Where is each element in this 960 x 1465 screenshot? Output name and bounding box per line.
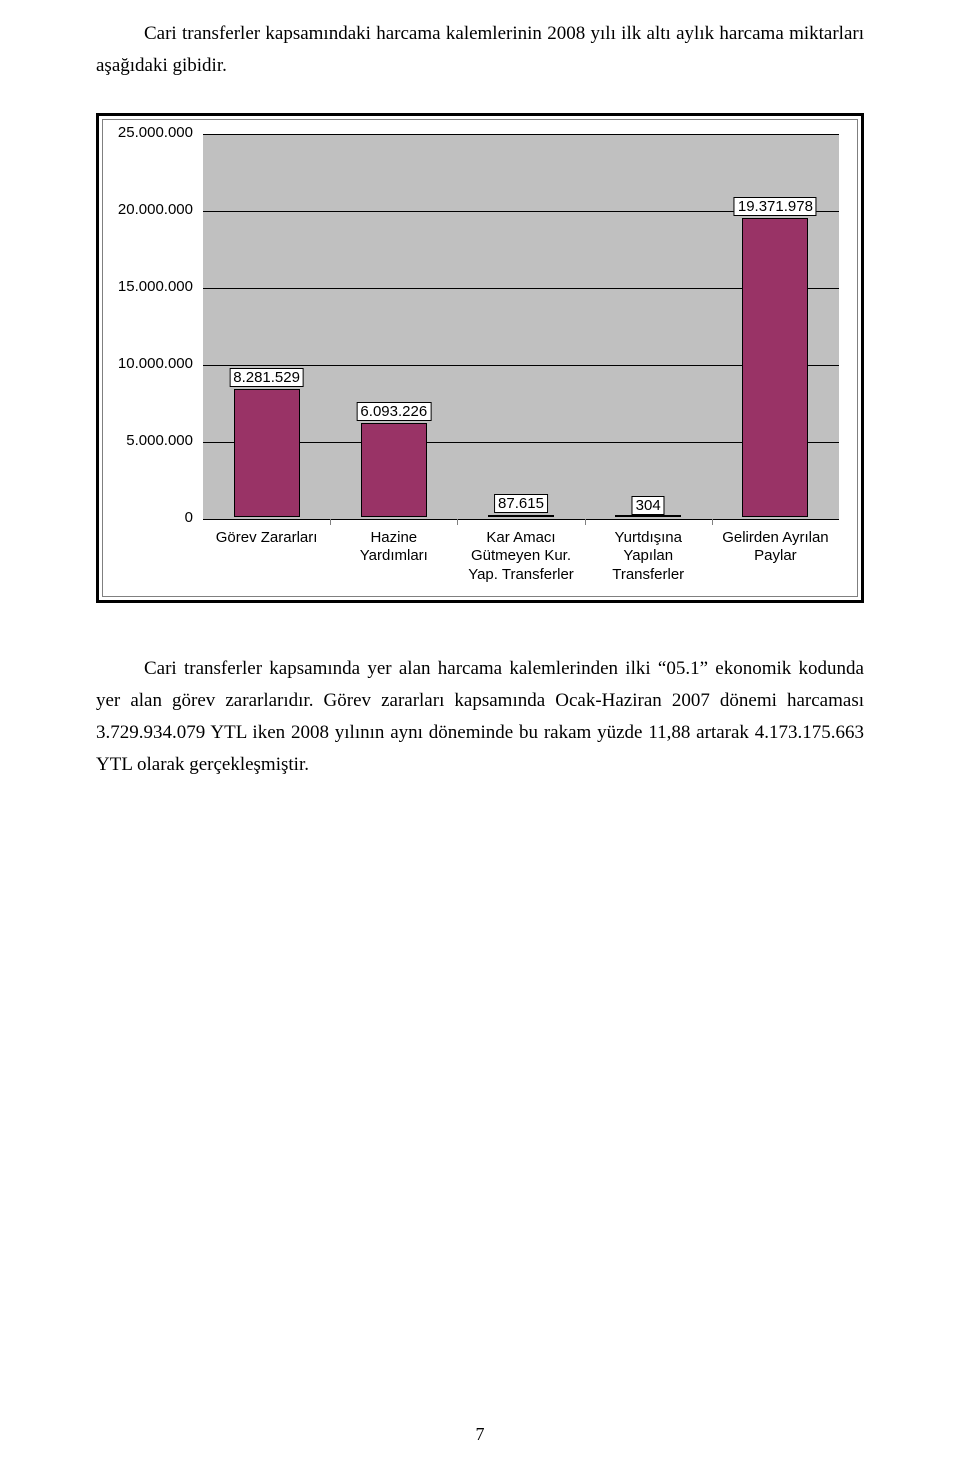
- bar-value-label: 8.281.529: [229, 368, 304, 387]
- y-axis-label: 10.000.000: [103, 355, 193, 372]
- y-axis-label: 15.000.000: [103, 278, 193, 295]
- tick-separator: [585, 519, 586, 525]
- chart-container: Cari Transferler ( Bin YTL)05.000.00010.…: [96, 113, 864, 603]
- bar-chart: Cari Transferler ( Bin YTL)05.000.00010.…: [102, 119, 858, 597]
- x-axis-label: Görev Zararları: [203, 529, 330, 585]
- tick-separator: [330, 519, 331, 525]
- chart-bar: [615, 515, 681, 517]
- x-axis-label: Gelirden Ayrılan Paylar: [712, 529, 839, 585]
- bar-value-label: 6.093.226: [356, 402, 431, 421]
- tick-separator: [712, 519, 713, 525]
- x-axis-label: Kar Amacı Gütmeyen Kur. Yap. Transferler: [457, 529, 584, 585]
- x-axis-label: Hazine Yardımları: [330, 529, 457, 585]
- chart-bar: [234, 389, 300, 517]
- x-axis-label: Yurtdışına Yapılan Transferler: [585, 529, 712, 585]
- chart-bar: [361, 423, 427, 517]
- bar-value-label: 19.371.978: [734, 197, 817, 216]
- page-number: 7: [476, 1424, 485, 1445]
- intro-paragraph: Cari transferler kapsamındaki harcama ka…: [96, 18, 864, 83]
- x-axis-labels: Görev ZararlarıHazine YardımlarıKar Amac…: [203, 529, 839, 585]
- y-axis-label: 20.000.000: [103, 201, 193, 218]
- chart-bar: [488, 515, 554, 517]
- y-axis-label: 25.000.000: [103, 124, 193, 141]
- y-axis-label: 0: [103, 509, 193, 526]
- bar-value-label: 87.615: [494, 494, 548, 513]
- gridline: [203, 519, 839, 520]
- chart-bar: [742, 218, 808, 516]
- bar-value-label: 304: [632, 496, 665, 515]
- body-paragraph: Cari transferler kapsamında yer alan har…: [96, 653, 864, 782]
- tick-separator: [457, 519, 458, 525]
- y-axis-label: 5.000.000: [103, 432, 193, 449]
- gridline: [203, 134, 839, 135]
